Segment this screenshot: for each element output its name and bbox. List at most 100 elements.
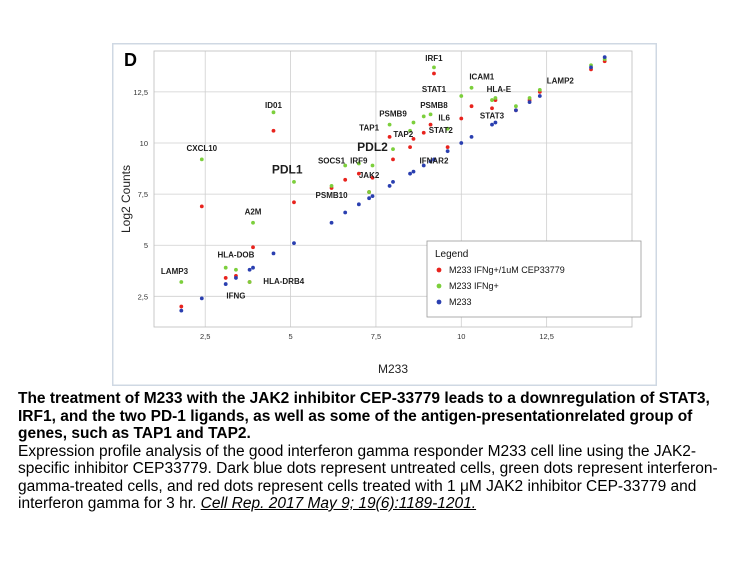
data-point xyxy=(251,245,255,250)
gene-label: ID01 xyxy=(265,101,282,110)
annotations: IRF1 ICAM1 LAMP2 STAT1 HLA-E PSMB8 ID01 PSMB9 ST… xyxy=(161,54,574,300)
data-point xyxy=(432,71,436,76)
y-tick-label: 10 xyxy=(140,139,148,148)
scatter-figure: D 2,5 5 7,5 10 12,5 2,5 5 7,5 10 12,5 M233 Log2 Cou… xyxy=(112,43,657,386)
grid-lines xyxy=(153,50,633,328)
gene-label: STAT3 xyxy=(480,111,505,120)
data-point xyxy=(445,145,450,149)
gene-label: PSMB10 xyxy=(316,191,349,200)
gene-label: CXCL10 xyxy=(186,144,217,153)
data-point xyxy=(223,265,228,270)
data-point xyxy=(234,276,238,280)
data-point xyxy=(271,110,276,115)
gene-label: HLA-E xyxy=(487,85,512,94)
data-point xyxy=(343,177,348,182)
data-point xyxy=(370,194,375,199)
data-point xyxy=(428,122,433,127)
gene-label: STAT2 xyxy=(429,126,454,135)
gene-label: PSMB9 xyxy=(379,109,407,118)
y-axis-label: Log2 Counts xyxy=(119,165,133,233)
data-point xyxy=(234,267,238,272)
data-point xyxy=(370,163,375,168)
caption-body: Expression profile analysis of the good … xyxy=(18,443,743,513)
data-point xyxy=(199,204,204,209)
gene-label: TAP2 xyxy=(393,130,413,139)
gene-label: HLA-DOB xyxy=(217,250,254,259)
data-point xyxy=(490,98,494,102)
data-point xyxy=(493,96,498,100)
data-point xyxy=(179,308,184,313)
legend-title: Legend xyxy=(435,249,468,260)
data-point xyxy=(408,128,412,133)
data-point xyxy=(356,161,361,166)
data-point xyxy=(469,85,474,90)
data-point xyxy=(271,251,276,256)
data-point xyxy=(367,190,371,194)
gene-label: LAMP3 xyxy=(161,267,189,276)
citation-link[interactable]: Cell Rep. 2017 May 9; 19(6):1189-1201. xyxy=(200,495,477,512)
data-point xyxy=(490,122,494,127)
data-point xyxy=(367,196,371,201)
gene-label: IFNAR2 xyxy=(420,156,449,165)
legend: Legend M233 IFNg+/1uM CEP33779 M233 IFNg+ M… xyxy=(426,240,642,318)
legend-marker xyxy=(436,299,442,305)
data-point xyxy=(493,120,498,125)
data-point xyxy=(537,94,542,98)
data-point xyxy=(179,304,184,309)
axes: 2,5 5 7,5 10 12,5 2,5 5 7,5 10 12,5 M233 Log2 Count… xyxy=(119,88,554,376)
caption-title: The treatment of M233 with the JAK2 inhi… xyxy=(18,390,710,442)
data-point xyxy=(251,220,255,225)
gene-label: IRF1 xyxy=(425,54,443,63)
legend-entry: M233 IFNg+ xyxy=(449,281,499,291)
y-tick-label: 12,5 xyxy=(133,88,148,97)
data-point xyxy=(459,141,464,145)
data-point xyxy=(602,55,607,60)
x-tick-label: 7,5 xyxy=(371,332,381,341)
data-point xyxy=(343,210,348,215)
gene-label: TAP1 xyxy=(359,124,379,133)
gene-label: PSMB8 xyxy=(420,101,448,110)
data-point xyxy=(271,128,276,133)
plot-area-border xyxy=(153,50,633,328)
data-point xyxy=(387,122,392,127)
data-point xyxy=(428,112,433,117)
figure-caption: The treatment of M233 with the JAK2 inhi… xyxy=(18,390,743,513)
data-point xyxy=(432,157,436,162)
data-point xyxy=(537,87,542,92)
data-point xyxy=(469,134,474,139)
legend-entry: M233 IFNg+/1uM CEP33779 xyxy=(449,265,565,275)
data-point xyxy=(247,267,252,272)
gene-label: STAT1 xyxy=(422,85,447,94)
data-point xyxy=(445,149,450,154)
gene-label: A2M xyxy=(245,208,262,217)
data-point xyxy=(527,96,532,100)
data-point xyxy=(247,280,252,284)
data-point xyxy=(329,220,334,225)
x-tick-label: 2,5 xyxy=(200,332,210,341)
data-point xyxy=(469,104,474,109)
data-point xyxy=(411,137,416,141)
data-point xyxy=(445,126,450,131)
data-point xyxy=(514,104,518,109)
data-point xyxy=(589,65,593,70)
data-point xyxy=(387,184,392,188)
data-point xyxy=(391,157,395,162)
data-point xyxy=(370,175,375,180)
figure-frame xyxy=(112,43,657,386)
legend-marker xyxy=(436,267,442,273)
data-point xyxy=(179,280,184,284)
data-point xyxy=(514,108,518,113)
legend-box xyxy=(426,240,642,318)
y-tick-label: 5 xyxy=(144,241,148,250)
data-point xyxy=(459,94,464,98)
data-point xyxy=(223,276,228,280)
data-point xyxy=(411,169,416,174)
caption-text: Expression profile analysis of the good … xyxy=(18,442,718,513)
gene-label: LAMP2 xyxy=(547,77,575,86)
data-point xyxy=(292,179,296,184)
data-point xyxy=(428,159,433,164)
x-axis-label: M233 xyxy=(378,362,408,376)
x-tick-label: 12,5 xyxy=(539,332,554,341)
scatter-plot: D 2,5 5 7,5 10 12,5 2,5 5 7,5 10 12,5 M233 Log2 Cou… xyxy=(112,43,657,386)
data-point xyxy=(223,282,228,286)
